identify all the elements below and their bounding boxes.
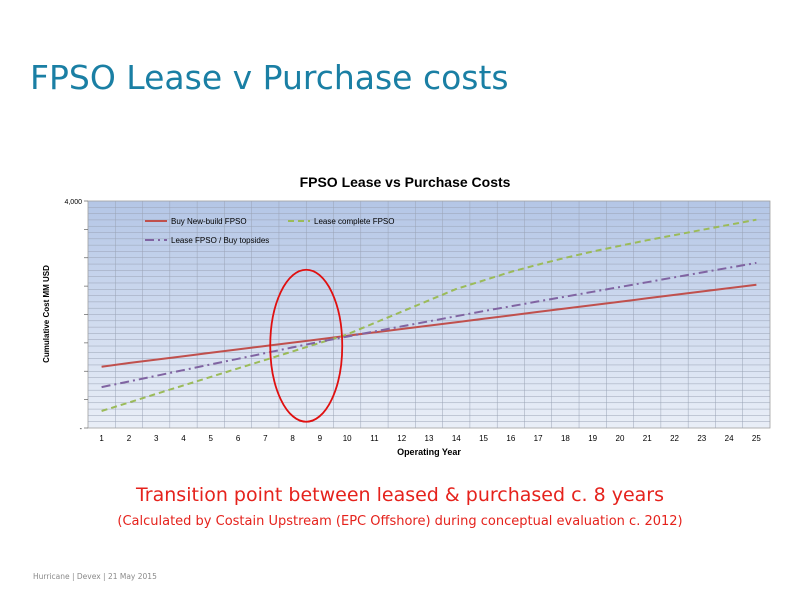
x-tick-label: 5 (209, 434, 214, 443)
x-tick-label: 1 (99, 434, 104, 443)
x-tick-label: 10 (343, 434, 352, 443)
legend-label: Lease complete FPSO (314, 217, 394, 226)
y-tick-label: 4,000 (64, 199, 82, 206)
grid-horizontal (88, 207, 770, 422)
x-tick-label: 20 (616, 434, 625, 443)
x-tick-label: 6 (236, 434, 241, 443)
x-tick-label: 3 (154, 434, 159, 443)
x-tick-label: 24 (725, 434, 734, 443)
x-tick-label: 4 (181, 434, 186, 443)
x-tick-label: 11 (370, 434, 379, 443)
x-tick-label: 22 (670, 434, 679, 443)
series-lines (101, 218, 757, 412)
x-axis-label: Operating Year (397, 447, 461, 457)
x-tick-label: 25 (752, 434, 761, 443)
x-tick-label: 2 (127, 434, 132, 443)
x-tick-label: 8 (290, 434, 295, 443)
y-axis-label: Cumulative Cost MM USD (42, 265, 51, 363)
legend-label: Buy New-build FPSO (171, 217, 247, 226)
legend-label: Lease FPSO / Buy topsides (171, 236, 269, 245)
transition-highlight-ellipse (269, 268, 344, 423)
series-line-2 (101, 218, 757, 412)
x-tick-label: 16 (506, 434, 515, 443)
y-axis: 4,000 - (64, 199, 88, 433)
x-tick-label: 7 (263, 434, 268, 443)
x-tick-label: 18 (561, 434, 570, 443)
x-tick-label: 19 (588, 434, 597, 443)
y-tick-label: - (80, 426, 83, 433)
series-line-1 (101, 283, 757, 368)
x-axis: 1 2 3 4 5 6 7 8 9 10 11 12 13 14 15 16 17 18 19 20 21 22 23 24 2… (99, 434, 761, 443)
x-tick-label: 9 (318, 434, 323, 443)
transition-caption: Transition point between leased & purcha… (135, 484, 665, 506)
footer: Hurricane | Devex | 21 May 2015 (33, 572, 157, 581)
x-tick-label: 21 (643, 434, 652, 443)
x-tick-label: 23 (697, 434, 706, 443)
x-tick-label: 15 (479, 434, 488, 443)
x-tick-label: 17 (534, 434, 543, 443)
legend: Buy New-build FPSO Lease complete FPSO Lea… (145, 217, 394, 245)
calculation-note: (Calculated by Costain Upstream (EPC Off… (117, 514, 683, 529)
x-tick-label: 14 (452, 434, 461, 443)
x-tick-label: 12 (397, 434, 406, 443)
series-line-3 (101, 261, 757, 389)
grid-vertical (115, 201, 743, 428)
x-tick-label: 13 (425, 434, 434, 443)
chart-title: FPSO Lease vs Purchase Costs (300, 174, 511, 190)
slide-title: FPSO Lease v Purchase costs (30, 58, 509, 97)
